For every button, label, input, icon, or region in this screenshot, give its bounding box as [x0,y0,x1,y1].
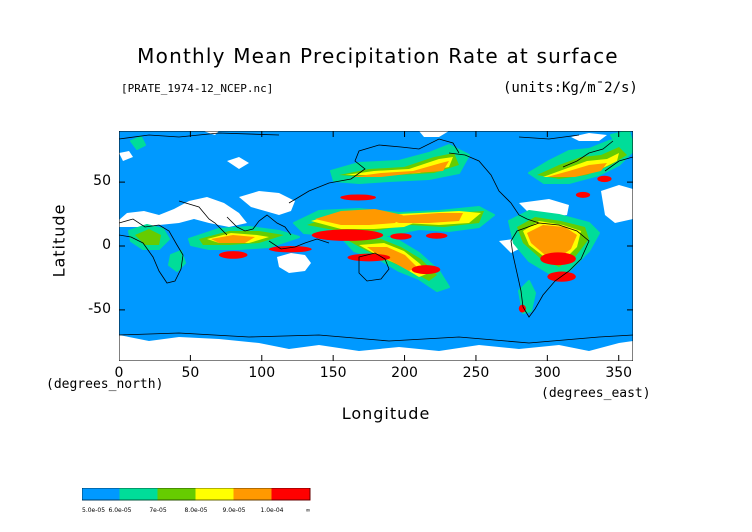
legend-label: 6.0e-05 [108,507,131,514]
x-tick-label: 0 [114,365,124,381]
y-axis-title: Latitude [49,203,69,278]
coastlines [119,132,633,344]
legend-color-box [195,488,235,501]
x-tick-label: 200 [391,365,418,381]
legend-label: 9.0e-05 [222,507,245,514]
y-axis-unit-note: (degrees_north) [46,377,164,392]
x-tick-label: 350 [605,365,633,381]
precip-core-7 [540,252,576,266]
precip-core-2 [425,232,448,239]
legend-color-box [157,488,197,501]
legend-label: 5.0e-05 [82,507,105,514]
legend-color-box [82,488,121,501]
x-tick-label: 250 [462,365,490,381]
x-tick-label: 50 [181,365,200,381]
precip-core-6 [268,246,312,253]
precip-band-orange [211,161,607,271]
legend-color-box [271,488,311,501]
axis-tick-marks [119,131,633,361]
precip-cores [218,175,612,313]
legend-label: ∞ [306,507,311,514]
units-label: (units:Kg/m¯2/s) [503,80,638,96]
legend-color-box [233,488,273,501]
y-tick-label: 50 [93,173,111,190]
chart-title: Monthly Mean Precipitation Rate at surfa… [137,44,619,68]
legend-label: 1.0e-04 [260,507,283,514]
dataset-filename: [PRATE_1974-12_NCEP.nc] [121,82,274,95]
legend-label: 7e-05 [149,507,166,514]
precip-core-1 [390,233,412,240]
y-tick-label: -50 [88,300,111,317]
precip-core-12 [518,304,526,313]
precip-core-10 [575,191,591,198]
legend-color-box [119,488,159,501]
x-axis-title: Longitude [341,404,431,423]
y-tick-label: 0 [102,237,111,253]
x-tick-label: 300 [533,365,561,381]
x-tick-label: 100 [248,365,276,381]
x-tick-label: 150 [319,365,347,381]
precip-core-11 [597,175,612,183]
precip-core-5 [218,251,248,259]
precip-core-9 [340,194,376,201]
legend-label: 8.0e-05 [184,507,207,514]
precip-core-4 [411,265,441,275]
legend-frame [82,488,311,501]
x-axis-unit-note: (degrees_east) [541,386,651,401]
color-legend: 5.0e-05 6.0e-05 7e-05 8.0e-05 9.0e-05 1.0e-04… [82,488,311,514]
precip-core-0 [311,229,384,241]
precipitation-map [119,131,633,361]
